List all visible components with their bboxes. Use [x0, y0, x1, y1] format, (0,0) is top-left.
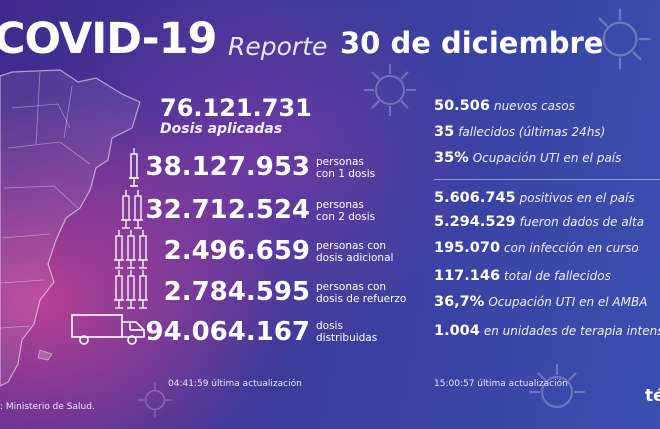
page-title: COVID-19: [0, 14, 217, 64]
virus-decoration-icon: [364, 64, 416, 116]
case-row: 35% Ocupación UTI en el país: [434, 150, 622, 166]
case-row: 5.294.529 fueron dados de alta: [434, 214, 645, 230]
case-row: 5.606.745 positivos en el país: [434, 190, 635, 206]
report-date: 30 de diciembre: [340, 26, 604, 60]
vaccination-update: 04:41:59 última actualización: [168, 379, 302, 389]
source-note: : Ministerio de Salud.: [0, 402, 95, 412]
case-row: 50.506 nuevos casos: [434, 98, 575, 114]
vaccine-row-label: personas con dosis adicional: [316, 240, 394, 264]
total-doses-value: 76.121.731: [160, 94, 312, 122]
syringe-4-icon: [114, 270, 148, 309]
vaccine-row-label: dosis distribuidas: [316, 320, 378, 344]
vaccine-row-value: 38.127.953: [145, 152, 310, 182]
case-row: 35 fallecidos (últimas 24hs): [434, 124, 606, 140]
vaccine-row-label: personas con dosis de refuerzo: [316, 281, 407, 305]
channel-logo: té: [645, 386, 660, 406]
virus-decoration-icon: [589, 8, 651, 70]
vaccine-row-value: 2.496.659: [163, 236, 310, 266]
truck-icon: [71, 314, 145, 345]
report-label: Reporte: [228, 32, 328, 61]
virus-decoration-icon: [137, 382, 173, 418]
virus-decoration-icon: [529, 364, 585, 408]
case-row: 36,7% Ocupación UTI en el AMBA: [434, 294, 648, 310]
vaccine-row-value: 94.064.167: [145, 317, 310, 347]
syringe-3-icon: [114, 230, 148, 269]
case-row: 117.146 total de fallecidos: [434, 268, 611, 284]
cases-update: 15:00:57 última actualización: [434, 379, 568, 389]
vaccine-row-label: personas con 2 dosis: [316, 199, 376, 223]
argentina-map: [0, 69, 141, 387]
vaccine-row-label: personas con 1 dosis: [316, 156, 376, 180]
vaccine-row-value: 2.784.595: [163, 277, 310, 307]
section-divider: [434, 179, 660, 180]
total-doses-label: Dosis aplicadas: [160, 121, 283, 137]
syringe-1-icon: [129, 148, 139, 187]
syringe-2-icon: [121, 190, 143, 229]
case-row: 195.070 con infección en curso: [434, 240, 639, 256]
vaccine-row-value: 32.712.524: [145, 195, 310, 225]
